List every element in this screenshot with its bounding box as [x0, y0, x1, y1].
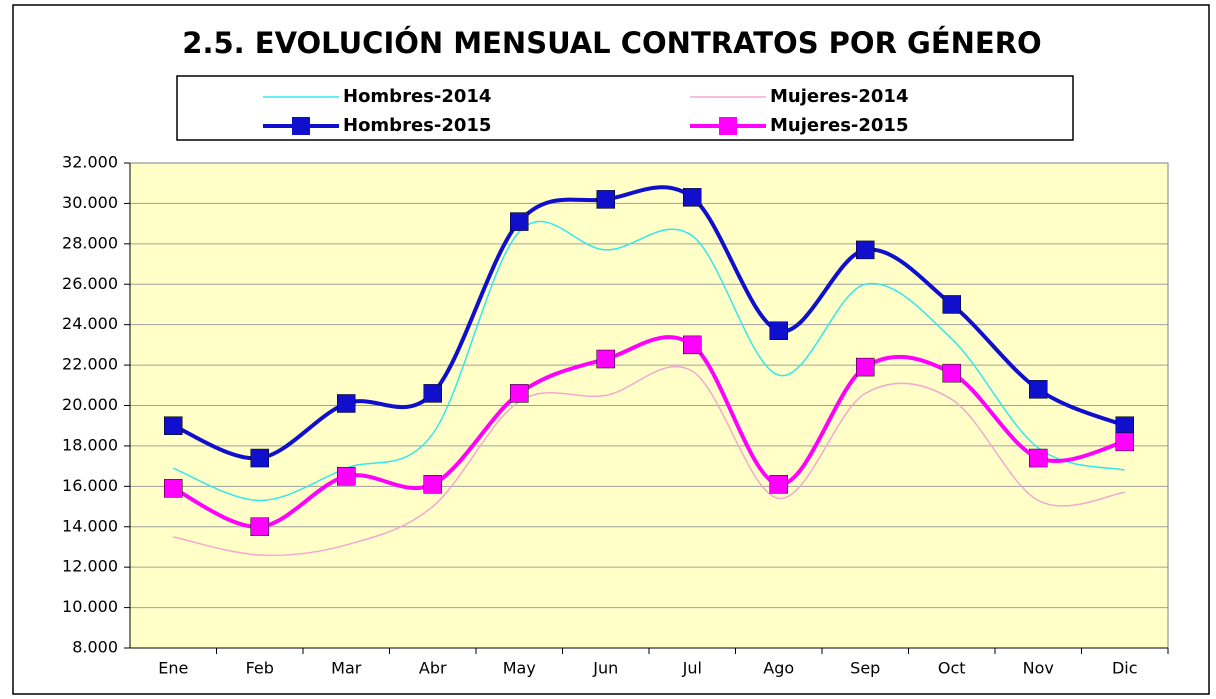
y-tick-label: 16.000 [62, 476, 118, 495]
series-marker [942, 363, 961, 383]
y-tick-label: 18.000 [62, 435, 118, 454]
x-tick-label: Nov [1023, 659, 1054, 678]
legend [176, 75, 1074, 141]
series-marker [337, 466, 356, 486]
y-tick-label: 30.000 [62, 193, 118, 212]
y-tick-label: 28.000 [62, 233, 118, 252]
series-marker [423, 475, 442, 494]
series-marker [250, 517, 269, 536]
y-tick-label: 12.000 [62, 557, 118, 576]
legend-label: Hombres-2014 [343, 86, 491, 107]
series-marker [1115, 432, 1134, 452]
x-tick-label: Oct [938, 659, 966, 678]
legend-label: Hombres-2015 [343, 115, 491, 136]
series-marker [683, 188, 702, 207]
series-marker [337, 394, 356, 413]
legend-marker [719, 117, 737, 135]
series-marker [769, 321, 788, 340]
chart-title: 2.5. EVOLUCIÓN MENSUAL CONTRATOS POR GÉN… [182, 26, 1041, 60]
legend-label: Mujeres-2014 [770, 86, 908, 107]
x-tick-label: Dic [1112, 659, 1138, 678]
y-tick-label: 22.000 [62, 355, 118, 374]
x-tick-label: Mar [331, 659, 362, 678]
series-marker [683, 335, 702, 355]
x-tick-label: Jun [592, 659, 618, 678]
x-tick-label: Feb [246, 659, 274, 678]
series-marker [942, 295, 961, 314]
series-marker [164, 416, 183, 435]
x-tick-label: Ene [158, 659, 188, 678]
series-marker [510, 212, 529, 231]
series-marker [510, 384, 529, 403]
series-marker [1029, 380, 1048, 399]
x-tick-label: May [503, 659, 536, 678]
series-marker [250, 448, 269, 468]
legend-label: Mujeres-2015 [770, 115, 908, 136]
series-marker [856, 240, 875, 260]
legend-marker [292, 117, 310, 135]
x-tick-label: Ago [763, 659, 794, 678]
series-line [173, 365, 1125, 557]
y-tick-label: 24.000 [62, 314, 118, 333]
y-tick-label: 26.000 [62, 274, 118, 293]
y-tick-label: 32.000 [62, 153, 118, 172]
series-marker [1029, 448, 1048, 468]
series-marker [769, 475, 788, 494]
x-tick-label: Jul [682, 659, 702, 678]
series-marker [596, 349, 615, 369]
series-marker [856, 357, 875, 377]
series-marker [164, 479, 183, 498]
series-marker [596, 190, 615, 209]
x-tick-label: Abr [419, 659, 447, 678]
y-tick-label: 14.000 [62, 516, 118, 535]
series-marker [1115, 416, 1134, 435]
series-marker [423, 384, 442, 403]
y-tick-label: 10.000 [62, 597, 118, 616]
y-tick-label: 20.000 [62, 395, 118, 414]
y-tick-label: 8.000 [72, 638, 118, 657]
x-tick-label: Sep [850, 659, 880, 678]
